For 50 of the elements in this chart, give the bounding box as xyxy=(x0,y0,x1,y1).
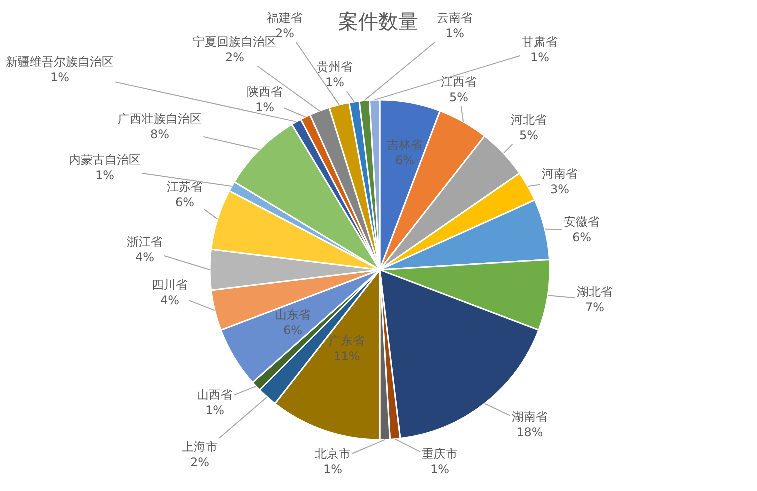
slice-label: 吉林省 xyxy=(387,138,423,152)
slice-label: 广东省 xyxy=(329,334,365,348)
data-label: 2% xyxy=(275,26,295,41)
slice-label: 广西壮族自治区 xyxy=(118,112,202,126)
slice-label: 北京市 xyxy=(315,447,351,461)
slice-label: 山西省 xyxy=(197,388,233,402)
data-label: 5% xyxy=(449,90,469,105)
data-label: 11% xyxy=(334,350,360,364)
slice-label: 陕西省 xyxy=(247,85,283,99)
data-label: 1% xyxy=(255,100,275,115)
data-label: 7% xyxy=(585,300,605,315)
slice-label: 江苏省 xyxy=(167,180,203,194)
data-label: 1% xyxy=(95,168,115,183)
data-label: 2% xyxy=(190,456,210,470)
data-label: 3% xyxy=(550,182,570,197)
slice-label: 上海市 xyxy=(182,440,218,454)
slice-label: 河南省 xyxy=(542,167,578,181)
data-label: 1% xyxy=(50,70,70,85)
data-label: 6% xyxy=(175,196,195,210)
slice-label: 内蒙古自治区 xyxy=(69,153,141,167)
slice-label: 云南省 xyxy=(437,11,473,25)
data-label: 8% xyxy=(150,128,170,142)
data-label: 2% xyxy=(225,50,245,65)
data-label: 6% xyxy=(283,324,303,338)
data-label: 6% xyxy=(572,230,592,245)
data-label: 1% xyxy=(323,462,343,477)
data-label: 4% xyxy=(160,294,180,308)
slice-label: 新疆维吾尔族自治区 xyxy=(6,55,114,69)
data-label: 6% xyxy=(395,154,415,168)
data-label: 1% xyxy=(205,404,225,418)
slice-label: 山东省 xyxy=(275,308,311,322)
slice-label: 贵州省 xyxy=(317,60,353,74)
slice-label: 浙江省 xyxy=(127,235,163,249)
data-label: 1% xyxy=(530,50,550,65)
data-label: 1% xyxy=(445,26,465,41)
slice-label: 安徽省 xyxy=(564,215,600,229)
slice-label: 河北省 xyxy=(511,113,547,127)
slice-label: 甘肃省 xyxy=(522,35,558,49)
slice-label: 重庆市 xyxy=(422,447,458,461)
slice-label: 福建省 xyxy=(267,11,303,25)
slice-label: 湖南省 xyxy=(512,410,548,424)
chart-title: 案件数量 xyxy=(338,10,418,34)
slice-label: 湖北省 xyxy=(577,285,613,299)
data-label: 1% xyxy=(325,76,345,90)
data-label: 18% xyxy=(516,426,544,440)
data-label: 5% xyxy=(519,128,539,143)
slice-label: 四川省 xyxy=(152,278,188,292)
data-label: 1% xyxy=(430,462,450,477)
data-label: 4% xyxy=(135,250,155,265)
slice-label: 宁夏回族自治区 xyxy=(193,35,277,49)
